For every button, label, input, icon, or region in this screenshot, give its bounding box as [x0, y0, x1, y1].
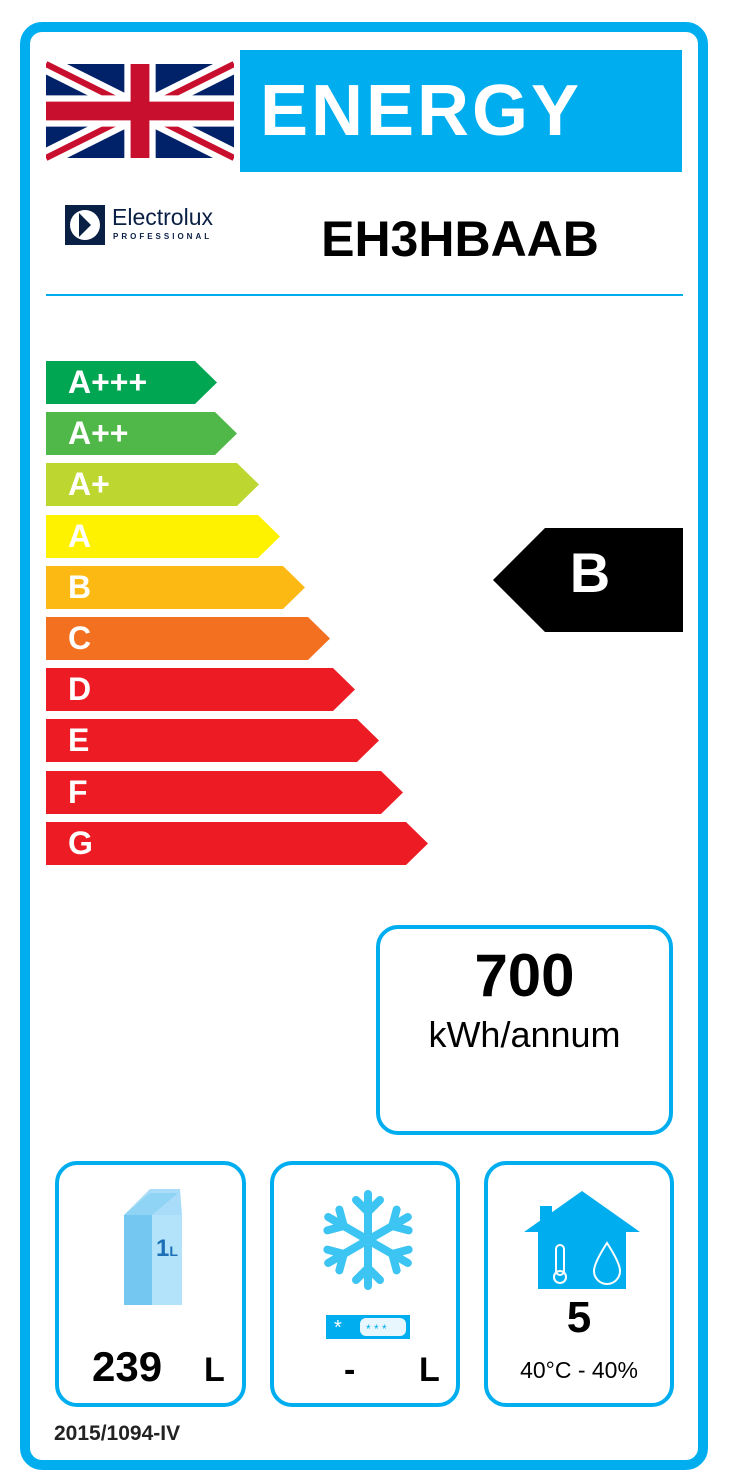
- scale-bar-label: A: [68, 517, 92, 554]
- scale-bar-shape: [46, 463, 259, 507]
- rating-arrow: [493, 528, 683, 632]
- consumption-box: 700 kWh/annum: [376, 925, 673, 1135]
- consumption-value: 700: [474, 942, 575, 1009]
- scale-bar-label: C: [68, 620, 92, 656]
- snowflake-icon: [318, 1190, 418, 1290]
- regulation-number: 2015/1094-IV: [54, 1422, 181, 1445]
- scale-bar-label: A+++: [68, 364, 148, 400]
- label-frame: [20, 22, 708, 1470]
- scale-bar-shape: [46, 821, 428, 865]
- milk-carton-icon: [124, 1189, 182, 1305]
- divider: [46, 294, 683, 296]
- scale-bar-shape: [46, 514, 280, 558]
- scale-bar-shape: [46, 617, 330, 660]
- scale-bar-shape: [46, 770, 403, 814]
- carton-unit: L: [169, 1243, 178, 1259]
- fresh-unit: L: [204, 1351, 225, 1389]
- scale-bar-shape: [46, 361, 217, 404]
- svg-text:* * *: * * *: [366, 1322, 387, 1336]
- freezer-star-rating-icon: * * * *: [326, 1315, 410, 1339]
- scale-bar-shape: [46, 668, 355, 712]
- electrolux-logo-icon: [65, 205, 105, 245]
- house-climate-icon: [524, 1191, 640, 1289]
- brand-name: Electrolux: [112, 204, 213, 230]
- svg-text:*: *: [334, 1317, 342, 1339]
- climate-class: 5: [566, 1293, 592, 1342]
- scale-bar-label: E: [68, 722, 90, 759]
- scale-bar-label: F: [68, 773, 88, 810]
- carton-text: 1: [156, 1235, 170, 1262]
- frozen-value: -: [344, 1351, 356, 1389]
- frozen-volume-box: * * * * - L: [270, 1161, 460, 1407]
- climate-conditions: 40°C - 40%: [520, 1357, 638, 1383]
- scale-bar-label: A++: [68, 415, 129, 452]
- scale-bar-label: D: [68, 671, 92, 708]
- scale-bar-shape: [46, 719, 379, 763]
- energy-title: ENERGY: [240, 50, 682, 172]
- rating-class: B: [569, 541, 611, 604]
- brand-subtitle: PROFESSIONAL: [113, 232, 213, 241]
- scale-bar-label: B: [68, 568, 92, 605]
- scale-bar-label: G: [68, 824, 93, 861]
- scale-bar-shape: [46, 412, 237, 456]
- model-number: EH3HBAAB: [321, 211, 599, 267]
- scale-bar-shape: [46, 565, 305, 609]
- fresh-volume-box: 1L 239 L: [55, 1161, 246, 1407]
- climate-class-box: 5 40°C - 40%: [484, 1161, 674, 1407]
- scale-bar-label: A+: [68, 466, 110, 503]
- united-kingdom-flag-icon: [46, 55, 234, 167]
- frozen-unit: L: [419, 1351, 440, 1389]
- fresh-value: 239: [92, 1343, 163, 1390]
- consumption-unit: kWh/annum: [428, 1014, 621, 1055]
